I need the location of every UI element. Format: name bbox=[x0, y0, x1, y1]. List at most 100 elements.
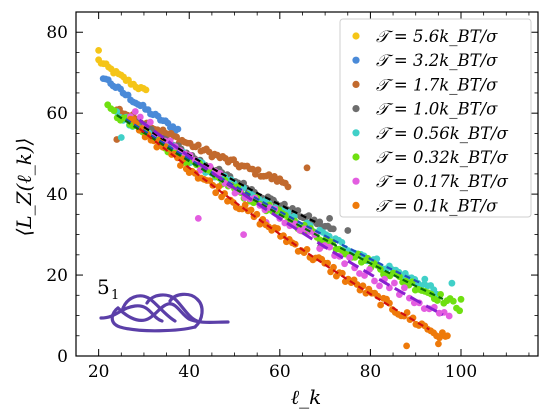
y-tick-label: 0 bbox=[57, 347, 68, 367]
legend-item: 𝒯 = 3.2k_BT/σ bbox=[352, 51, 498, 70]
data-point bbox=[117, 134, 125, 141]
legend-marker bbox=[352, 56, 360, 64]
data-point bbox=[95, 47, 102, 54]
fit-line-7 bbox=[138, 118, 444, 317]
knot-strand bbox=[166, 302, 230, 324]
legend-item: 𝒯 = 0.56k_BT/σ bbox=[352, 124, 509, 143]
data-point bbox=[354, 250, 362, 258]
legend-marker bbox=[352, 105, 360, 113]
series-1 bbox=[95, 47, 150, 94]
legend-label: 𝒯 = 0.32k_BT/σ bbox=[376, 148, 509, 167]
data-point bbox=[241, 201, 249, 209]
data-point bbox=[177, 162, 184, 169]
data-point bbox=[173, 133, 181, 141]
x-axis-label: ℓ_k bbox=[291, 385, 321, 409]
data-point bbox=[341, 260, 348, 268]
data-point bbox=[303, 164, 311, 172]
legend-marker bbox=[352, 32, 360, 40]
legend-label: 𝒯 = 1.0k_BT/σ bbox=[376, 100, 498, 119]
y-tick-label: 80 bbox=[46, 23, 68, 43]
data-point bbox=[146, 118, 154, 126]
legend: 𝒯 = 5.6k_BT/σ 𝒯 = 3.2k_BT/σ 𝒯 = 1.7k_BT/σ 𝒯… bbox=[339, 18, 532, 218]
data-point bbox=[303, 246, 311, 253]
data-point bbox=[281, 200, 288, 208]
data-point bbox=[361, 272, 368, 279]
legend-label: 𝒯 = 0.1k_BT/σ bbox=[376, 196, 498, 215]
y-tick-label: 20 bbox=[46, 266, 68, 286]
y-tick-label: 40 bbox=[46, 185, 68, 205]
legend-item: 𝒯 = 0.17k_BT/σ bbox=[352, 172, 509, 191]
knot-strand bbox=[110, 306, 197, 333]
legend-marker bbox=[352, 129, 360, 137]
data-point bbox=[240, 231, 248, 239]
data-point bbox=[377, 301, 384, 309]
x-tick-label: 60 bbox=[269, 362, 291, 382]
data-point bbox=[391, 279, 398, 287]
data-point bbox=[436, 334, 443, 342]
data-point bbox=[305, 212, 313, 220]
data-point bbox=[194, 215, 202, 222]
data-point bbox=[221, 190, 229, 197]
data-point bbox=[444, 332, 451, 340]
data-point bbox=[338, 269, 346, 277]
data-point bbox=[142, 86, 150, 94]
data-point bbox=[212, 189, 220, 197]
data-point bbox=[329, 225, 337, 233]
data-point bbox=[401, 284, 408, 292]
fit-line-8 bbox=[138, 127, 430, 331]
data-point bbox=[174, 125, 182, 133]
data-point bbox=[206, 163, 214, 170]
data-point bbox=[216, 170, 224, 177]
data-point bbox=[205, 148, 213, 156]
data-point bbox=[281, 219, 289, 227]
data-point bbox=[194, 141, 202, 149]
x-tick-label: 40 bbox=[178, 362, 200, 382]
x-tick-label: 20 bbox=[88, 362, 110, 382]
knot-label-subscript: 1 bbox=[111, 288, 119, 303]
legend-marker bbox=[352, 153, 360, 161]
data-point bbox=[445, 312, 453, 320]
knot-label: 5 bbox=[97, 275, 110, 299]
legend-marker bbox=[352, 80, 360, 88]
data-point bbox=[376, 282, 383, 290]
data-point bbox=[249, 165, 256, 173]
data-point bbox=[247, 206, 255, 214]
x-tick-label: 80 bbox=[360, 362, 382, 382]
legend-label: 𝒯 = 1.7k_BT/σ bbox=[376, 75, 498, 94]
legend-label: 𝒯 = 0.17k_BT/σ bbox=[376, 172, 509, 191]
data-point bbox=[326, 243, 333, 251]
data-point bbox=[136, 113, 144, 121]
legend-label: 𝒯 = 3.2k_BT/σ bbox=[376, 51, 498, 70]
knot-strand bbox=[145, 293, 199, 323]
y-tick-label: 60 bbox=[46, 104, 68, 124]
data-point bbox=[110, 107, 118, 115]
legend-item: 𝒯 = 0.32k_BT/σ bbox=[352, 148, 509, 167]
fit-line-5 bbox=[125, 118, 421, 284]
data-point bbox=[153, 143, 161, 151]
data-point bbox=[338, 239, 346, 246]
series-2 bbox=[99, 75, 182, 134]
knot-strand bbox=[116, 302, 170, 322]
x-tick-label: 100 bbox=[445, 362, 477, 382]
data-point bbox=[271, 173, 278, 180]
data-point bbox=[254, 166, 262, 174]
data-point bbox=[344, 227, 352, 234]
data-point bbox=[371, 277, 378, 285]
legend-marker bbox=[352, 177, 360, 185]
legend-box bbox=[339, 18, 532, 218]
data-point bbox=[434, 297, 441, 304]
data-point bbox=[421, 275, 429, 283]
data-point bbox=[364, 254, 372, 262]
data-point bbox=[403, 342, 410, 350]
y-axis-label: ⟨L_Z(ℓ_k)⟩ bbox=[12, 138, 36, 237]
knot-5-1-icon: 5 1 bbox=[97, 275, 230, 333]
legend-item: 𝒯 = 1.7k_BT/σ bbox=[352, 75, 498, 94]
data-point bbox=[131, 108, 139, 115]
data-point bbox=[326, 215, 333, 222]
data-point bbox=[386, 284, 393, 292]
legend-label: 𝒯 = 0.56k_BT/σ bbox=[376, 124, 509, 143]
legend-item: 𝒯 = 1.0k_BT/σ bbox=[352, 100, 498, 119]
data-point bbox=[449, 297, 457, 305]
data-point bbox=[457, 295, 465, 303]
